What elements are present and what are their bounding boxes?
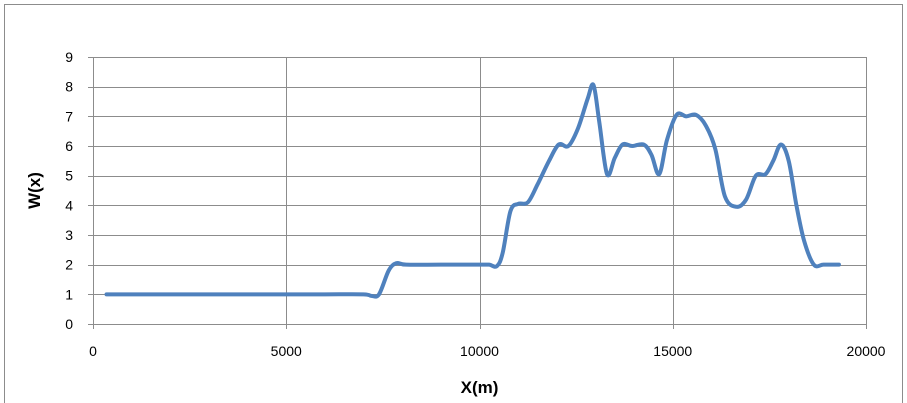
series-line xyxy=(104,82,841,299)
y-tick-label: 8 xyxy=(65,79,73,95)
axes xyxy=(88,57,867,329)
y-tick-label: 4 xyxy=(65,197,73,213)
x-axis-title: X(m) xyxy=(461,378,499,397)
series-layer xyxy=(104,82,841,299)
x-tick-label: 5000 xyxy=(271,343,302,359)
x-tick-label: 20000 xyxy=(847,343,886,359)
y-tick-label: 9 xyxy=(65,49,73,65)
x-tick-label: 10000 xyxy=(460,343,499,359)
x-tick-label: 0 xyxy=(89,343,97,359)
x-tick-label: 15000 xyxy=(653,343,692,359)
y-tick-label: 3 xyxy=(65,227,73,243)
y-tick-label: 0 xyxy=(65,316,73,332)
y-tick-label: 5 xyxy=(65,168,73,184)
chart-area xyxy=(4,4,903,403)
tick-labels: 0 1 2 3 4 5 6 7 8 9 0 5000 10000 15000 20000 xyxy=(65,49,885,359)
y-tick-label: 2 xyxy=(65,257,73,273)
y-tick-label: 6 xyxy=(65,138,73,154)
y-axis-title: W(x) xyxy=(25,172,44,209)
y-tick-label: 1 xyxy=(65,286,73,302)
y-tick-label: 7 xyxy=(65,108,73,124)
